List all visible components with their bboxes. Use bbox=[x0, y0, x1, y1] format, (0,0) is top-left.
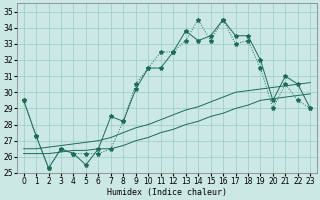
X-axis label: Humidex (Indice chaleur): Humidex (Indice chaleur) bbox=[107, 188, 227, 197]
